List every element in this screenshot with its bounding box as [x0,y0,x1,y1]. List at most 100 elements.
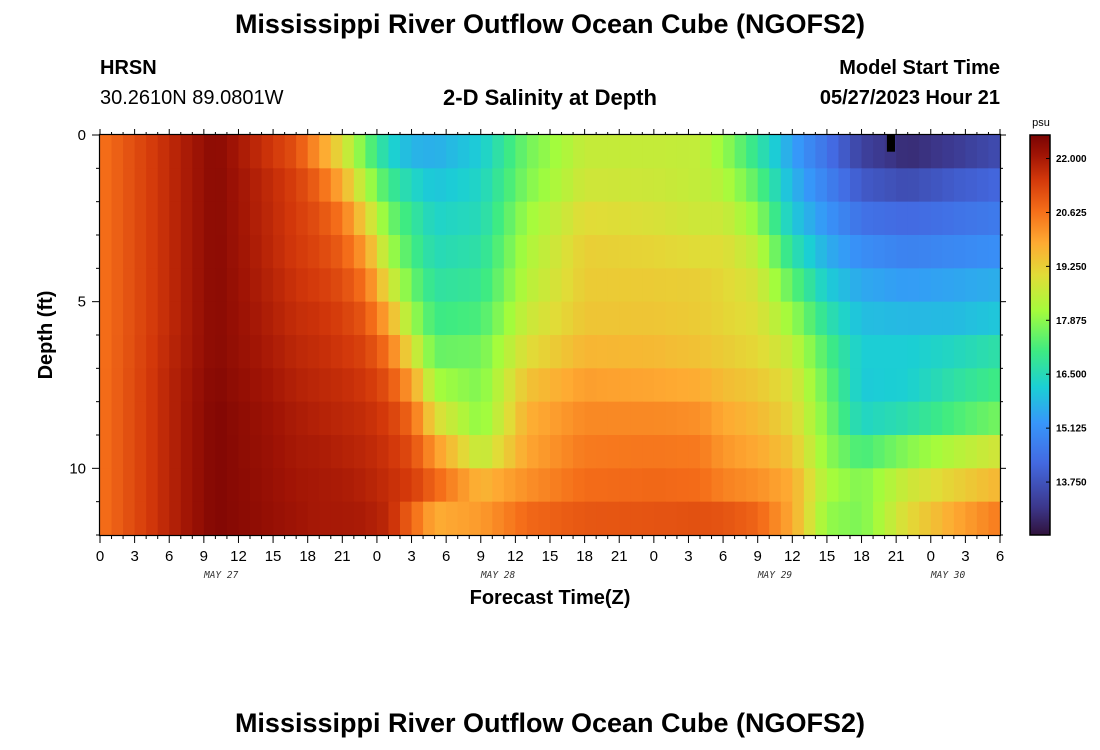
heatmap-cell [111,501,124,536]
heatmap-cell [492,368,505,403]
heatmap-cell [376,268,390,303]
heatmap-cell [353,501,366,536]
heatmap-cell [100,268,113,303]
heatmap-cell [157,268,170,303]
heatmap-cell [411,235,424,269]
heatmap-cell [688,401,701,436]
heatmap-cell [884,168,897,203]
heatmap-cell [284,468,297,503]
heatmap-cell [653,235,666,269]
heatmap-cell [238,135,251,169]
heatmap-cell [480,135,493,169]
heatmap-cell [676,501,690,536]
heatmap-cell [250,135,263,169]
heatmap-cell [596,335,609,369]
heatmap-cell [365,501,378,536]
heatmap-cell [700,501,713,536]
heatmap-cell [446,435,459,469]
heatmap-cell [203,368,216,403]
heatmap-cell [319,335,332,369]
heatmap-cell [192,301,205,336]
heatmap-cell [526,468,540,503]
footer-title: Mississippi River Outflow Ocean Cube (NG… [234,708,866,738]
heatmap-cell [353,201,366,236]
heatmap-cell [619,268,632,303]
heatmap-cell [688,168,701,203]
heatmap-cell [561,401,574,436]
heatmap-cell [226,168,240,203]
heatmap-cell [896,135,909,169]
heatmap-cell [723,235,736,269]
heatmap-cell [988,435,1001,469]
heatmap-cell [988,468,1001,503]
heatmap-cell [630,401,643,436]
heatmap-cell [111,468,124,503]
heatmap-cell [850,235,863,269]
heatmap-cell [665,468,678,503]
heatmap-cell [446,135,459,169]
heatmap-cell [584,268,597,303]
heatmap-cell [976,201,990,236]
heatmap-cell [319,501,332,536]
heatmap-cell [642,235,655,269]
heatmap-cell [423,235,436,269]
heatmap-cell [100,301,113,336]
heatmap-cell [665,435,678,469]
heatmap-cell [896,168,909,203]
heatmap-cell [203,235,216,269]
heatmap-cell [423,401,436,436]
heatmap-cell [838,135,851,169]
heatmap-cell [965,268,978,303]
heatmap-cell [734,135,747,169]
heatmap-cell [330,501,343,536]
x-tick-label: 15 [542,548,559,565]
heatmap-cells [100,135,1001,536]
heatmap-cell [180,268,193,303]
heatmap-cell [976,301,990,336]
heatmap-cell [919,135,932,169]
heatmap-cell [342,301,355,336]
heatmap-cell [907,435,920,469]
heatmap-cell [803,135,816,169]
heatmap-cell [261,268,274,303]
heatmap-cell [850,335,863,369]
heatmap-cell [930,235,943,269]
heatmap-cell [307,501,320,536]
heatmap-cell [976,235,990,269]
heatmap-cell [550,168,563,203]
heatmap-cell [884,368,897,403]
heatmap-cell [319,435,332,469]
heatmap-cell [953,235,966,269]
heatmap-cell [123,401,136,436]
heatmap-cell [642,201,655,236]
heatmap-cell [746,468,759,503]
heatmap-cell [100,435,113,469]
heatmap-cell [688,201,701,236]
heatmap-cell [273,368,286,403]
heatmap-cell [757,501,770,536]
heatmap-cell [561,201,574,236]
heatmap-cell [769,301,782,336]
heatmap-cell [792,335,805,369]
heatmap-cell [169,268,182,303]
heatmap-cell [942,401,955,436]
heatmap-cell [665,235,678,269]
heatmap-cell [169,168,182,203]
heatmap-cell [907,235,920,269]
heatmap-cell [711,201,724,236]
heatmap-cell [665,335,678,369]
heatmap-cell [411,135,424,169]
heatmap-cell [261,235,274,269]
heatmap-cell [919,501,932,536]
heatmap-cell [607,201,620,236]
y-tick-label: 0 [78,127,86,144]
heatmap-cell [734,168,747,203]
heatmap-cell [873,301,886,336]
heatmap-cell [503,335,516,369]
heatmap-cell [492,201,505,236]
heatmap-cell [734,268,747,303]
heatmap-cell [226,501,240,536]
heatmap-cell [457,268,470,303]
heatmap-cell [896,201,909,236]
heatmap-cell [457,368,470,403]
